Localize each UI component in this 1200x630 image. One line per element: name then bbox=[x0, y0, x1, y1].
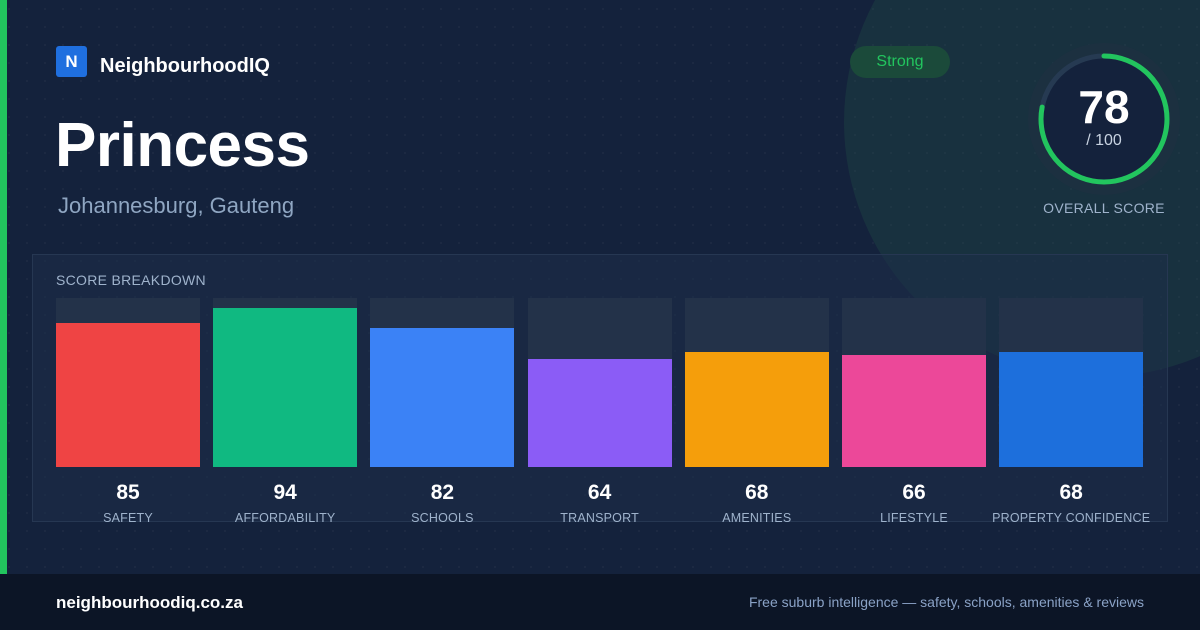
overall-score-value: 78 bbox=[1078, 81, 1130, 133]
bar-value: 85 bbox=[116, 481, 140, 504]
bar-track bbox=[56, 298, 200, 467]
bar-value: 64 bbox=[587, 481, 612, 504]
bar-track bbox=[999, 298, 1144, 467]
share-card: N NeighbourhoodIQ Princess Johannesburg,… bbox=[0, 0, 1200, 574]
bar-fill bbox=[684, 352, 829, 467]
bar-fill bbox=[527, 359, 672, 467]
brand-name: NeighbourhoodIQ bbox=[100, 55, 270, 77]
bar-value: 68 bbox=[745, 481, 769, 504]
logo-icon: N bbox=[56, 46, 87, 77]
rating-badge: Strong bbox=[850, 46, 950, 78]
bar-track bbox=[684, 298, 829, 467]
breakdown-title: SCORE BREAKDOWN bbox=[56, 272, 206, 288]
bar-value: 94 bbox=[273, 481, 297, 504]
accent-bar bbox=[0, 0, 7, 574]
bar-track bbox=[370, 298, 515, 467]
bar-fill bbox=[56, 323, 200, 467]
bar-label: TRANSPORT bbox=[560, 511, 639, 525]
bar-value: 66 bbox=[902, 481, 926, 504]
bar-track bbox=[527, 298, 672, 467]
bar-track bbox=[842, 298, 986, 467]
bar-fill bbox=[370, 328, 515, 467]
score-ring-graphic bbox=[1028, 43, 1180, 195]
ring-progress bbox=[1038, 53, 1170, 185]
overall-score-ring: 78 / 100 bbox=[1028, 43, 1180, 195]
bar-label: LIFESTYLE bbox=[880, 511, 948, 525]
bar-fill bbox=[999, 352, 1144, 467]
suburb-title: Princess bbox=[55, 111, 310, 180]
bar-label: SCHOOLS bbox=[411, 511, 474, 525]
overall-score-max: / 100 bbox=[1086, 132, 1122, 149]
bar-label: AFFORDABILITY bbox=[234, 511, 336, 525]
suburb-location: Johannesburg, Gauteng bbox=[58, 193, 295, 218]
score-breakdown-panel: SCORE BREAKDOWN 85 SAFETY 94 AFFORDABILITY 8… bbox=[32, 254, 1168, 525]
bar-track bbox=[213, 298, 358, 467]
footer-url: neighbourhoodiq.co.za bbox=[56, 593, 243, 612]
bar-label: SAFETY bbox=[103, 511, 153, 525]
bar-fill bbox=[842, 355, 986, 467]
ring-inner bbox=[1041, 56, 1167, 182]
footer-tagline: Free suburb intelligence — safety, schoo… bbox=[748, 594, 1144, 610]
bar-value: 82 bbox=[430, 481, 455, 504]
bar-value: 68 bbox=[1059, 481, 1083, 504]
bar-label: AMENITIES bbox=[722, 511, 792, 525]
bar-label: PROPERTY CONFIDENCE bbox=[992, 511, 1151, 525]
bar-fill bbox=[213, 308, 358, 467]
footer: neighbourhoodiq.co.za Free suburb intell… bbox=[0, 574, 1200, 630]
overall-score-label: OVERALL SCORE bbox=[1043, 200, 1165, 216]
